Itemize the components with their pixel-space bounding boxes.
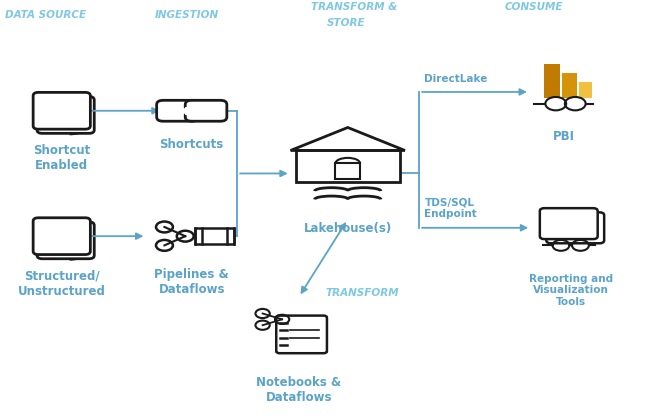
FancyBboxPatch shape bbox=[33, 218, 90, 255]
Text: Pipelines &
Dataflows: Pipelines & Dataflows bbox=[155, 268, 229, 296]
Text: TDS/SQL
Endpoint: TDS/SQL Endpoint bbox=[424, 198, 477, 219]
Text: Lakehouse(s): Lakehouse(s) bbox=[304, 222, 392, 234]
FancyBboxPatch shape bbox=[33, 92, 90, 129]
Text: Shortcuts: Shortcuts bbox=[160, 138, 224, 151]
Text: Shortcut
Enabled: Shortcut Enabled bbox=[33, 144, 90, 172]
FancyBboxPatch shape bbox=[37, 222, 94, 259]
Text: Notebooks &
Dataflows: Notebooks & Dataflows bbox=[257, 376, 341, 404]
Bar bbox=[195, 228, 234, 244]
FancyBboxPatch shape bbox=[37, 97, 94, 133]
Bar bbox=[544, 64, 560, 98]
Text: STORE: STORE bbox=[327, 18, 365, 28]
FancyBboxPatch shape bbox=[276, 316, 327, 353]
Text: PBI: PBI bbox=[553, 130, 575, 143]
FancyBboxPatch shape bbox=[546, 212, 604, 243]
Text: CONSUME: CONSUME bbox=[505, 2, 564, 12]
Bar bbox=[335, 163, 360, 179]
Text: TRANSFORM: TRANSFORM bbox=[325, 288, 398, 298]
Bar bbox=[579, 82, 592, 98]
Bar bbox=[185, 107, 198, 115]
FancyBboxPatch shape bbox=[185, 100, 227, 121]
Text: DATA SOURCE: DATA SOURCE bbox=[5, 10, 86, 20]
Text: Reporting and
Visualization
Tools: Reporting and Visualization Tools bbox=[528, 274, 613, 307]
FancyBboxPatch shape bbox=[540, 208, 598, 239]
Text: INGESTION: INGESTION bbox=[155, 10, 219, 20]
Text: Structured/
Unstructured: Structured/ Unstructured bbox=[18, 270, 106, 298]
Bar bbox=[562, 73, 577, 98]
Text: TRANSFORM &: TRANSFORM & bbox=[311, 2, 397, 12]
Text: DirectLake: DirectLake bbox=[424, 74, 488, 84]
FancyBboxPatch shape bbox=[157, 100, 198, 121]
